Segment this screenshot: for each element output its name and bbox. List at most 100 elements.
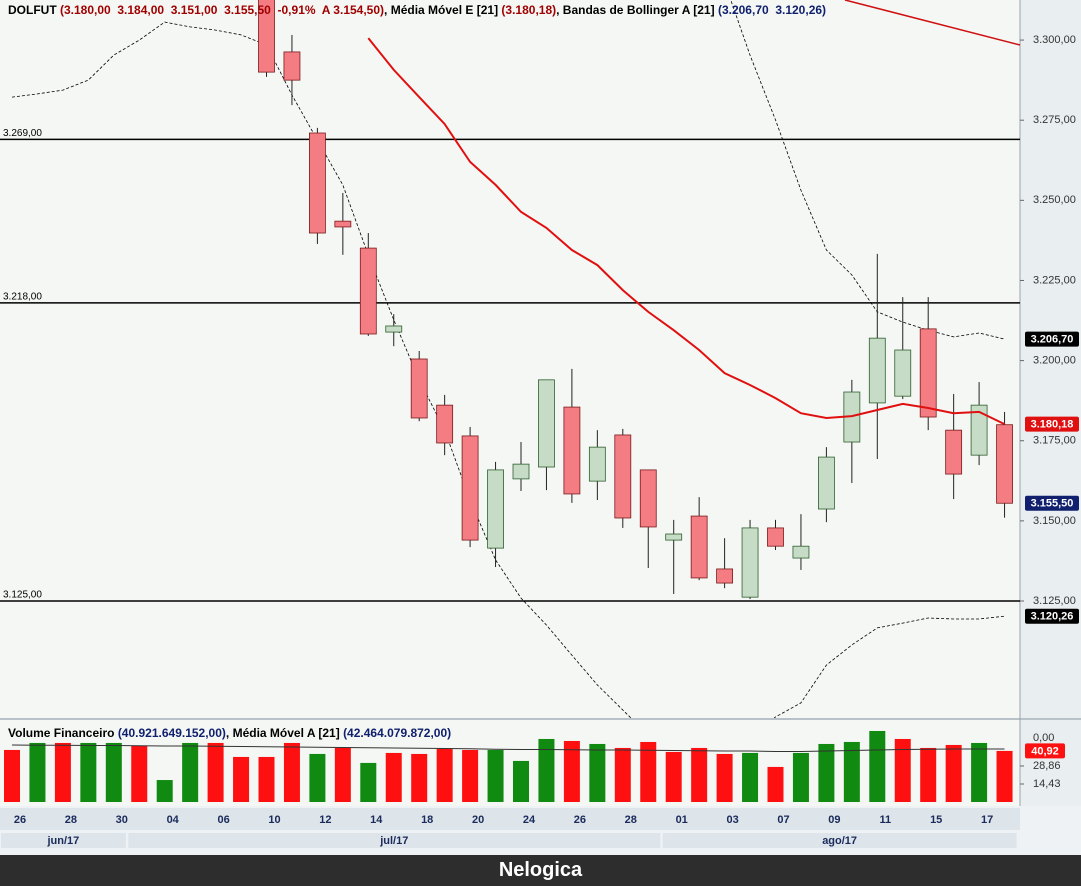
x-tick-label: 06 (217, 814, 229, 826)
x-tick-label: 20 (472, 814, 484, 826)
y-tick-label: 3.250,00 (1033, 194, 1076, 206)
candle-body (970, 404, 988, 456)
volume-bar (818, 743, 835, 802)
volume-bar (411, 753, 428, 802)
trend-line (844, 0, 1021, 46)
candle-body (919, 328, 937, 418)
y-tick-label: 3.125,00 (1033, 595, 1076, 607)
x-tick-label: 30 (116, 814, 128, 826)
volume-bar (691, 747, 708, 802)
candle-body (410, 358, 428, 419)
volume-bar (105, 742, 122, 802)
price-tag-label: 3.120,26 (1031, 611, 1074, 623)
volume-bar (563, 740, 580, 802)
x-tick-label: 26 (14, 814, 26, 826)
volume-bar (665, 751, 682, 802)
volume-bar (614, 747, 631, 802)
volume-bar (156, 780, 173, 802)
y-tick-label: 3.150,00 (1033, 515, 1076, 527)
x-tick-label: 17 (981, 814, 993, 826)
price-tag-label: 3.155,50 (1031, 498, 1074, 510)
candle-body (461, 435, 479, 541)
ema-line (367, 37, 1005, 426)
volume-bar (843, 741, 860, 802)
level-label: 3.218,00 (3, 292, 42, 303)
volume-bar (869, 730, 886, 802)
volume-bar (385, 752, 402, 802)
candle-body (588, 446, 606, 482)
symbol: DOLFUT (8, 3, 57, 17)
candle-body (894, 349, 912, 397)
month-cell (1, 833, 126, 848)
legend-bollinger: Bandas de Bollinger A [21] (562, 3, 715, 17)
quote: (3.180,00 3.184,00 3.151,00 3.155,50 -0,… (60, 3, 385, 17)
volume-bar (334, 747, 351, 802)
volume-bar (716, 753, 733, 802)
volume-bar (258, 756, 275, 802)
candle-body (665, 533, 683, 541)
panel-separator (0, 718, 1081, 720)
candle-body (792, 545, 810, 559)
x-tick-label: 26 (574, 814, 586, 826)
volume-bar (538, 738, 555, 802)
volume-bar (742, 752, 759, 802)
volume-bar (894, 738, 911, 802)
y-tick-label: 3.275,00 (1033, 114, 1076, 126)
month-cell (128, 833, 661, 848)
candle-body (767, 527, 784, 547)
price-plot: 3.269,00 3.218,00 3.125,00 (0, 0, 1020, 718)
candle-body (639, 469, 657, 528)
y-tick-label: 3.225,00 (1033, 274, 1076, 286)
bollinger-lower (11, 21, 1005, 718)
candle-body (258, 0, 275, 73)
volume-value: (40.921.649.152,00) (117, 726, 226, 740)
candle-body (385, 325, 403, 333)
volume-tag (1025, 743, 1065, 759)
volume-bar (80, 742, 97, 802)
volume-plot (4, 730, 1013, 802)
volume-header: Volume Financeiro (40.921.649.152,00), M… (8, 726, 452, 740)
bollinger-upper (730, 0, 1005, 340)
level-label: 3.269,00 (3, 128, 42, 139)
candle-body (716, 568, 733, 584)
price-tag (1025, 608, 1079, 624)
volume-bar (945, 744, 962, 802)
x-tick-label: 04 (167, 814, 180, 826)
volume-bar (131, 745, 148, 802)
volume-bar (462, 749, 479, 802)
volume-bar (233, 756, 250, 802)
volume-bar (207, 742, 224, 802)
footer-brand: Nelogica (0, 855, 1081, 886)
price-tag-label: 3.206,70 (1031, 334, 1074, 346)
price-panel (0, 0, 1020, 718)
x-tick-label: 18 (421, 814, 433, 826)
candle-body (283, 51, 301, 81)
legend-ema: Média Móvel E [21] (390, 3, 499, 17)
y-tick-label: 3.300,00 (1033, 34, 1076, 46)
x-tick-label: 12 (319, 814, 331, 826)
volume-title: Volume Financeiro (8, 726, 115, 740)
candle-body (359, 247, 377, 335)
x-tick-label: 09 (828, 814, 840, 826)
volume-bar (54, 742, 71, 802)
x-tick-label: 28 (65, 814, 77, 826)
y-tick-label: 3.200,00 (1033, 355, 1076, 367)
price-axis-area (1020, 0, 1081, 806)
x-tick-label: 10 (268, 814, 280, 826)
volume-bar (29, 742, 46, 802)
volume-top-label: 0,00 (1033, 732, 1054, 744)
chart: 3.269,00 3.218,00 3.125,00 3.125,00 3.150,00… (0, 0, 1081, 848)
x-tick-label: 14 (370, 814, 383, 826)
y-tick-label: 14,43 (1033, 778, 1061, 790)
price-tag-label: 3.180,18 (1031, 419, 1074, 431)
price-header: DOLFUT (3.180,00 3.184,00 3.151,00 3.155… (8, 3, 827, 17)
candle-body (614, 434, 632, 519)
legend-ema-value: (3.180,18) (501, 3, 557, 17)
volume-bar (920, 747, 937, 802)
price-tag (1025, 416, 1079, 432)
candle-body (436, 404, 454, 444)
candle-body (741, 527, 759, 598)
x-tick-label: 24 (523, 814, 536, 826)
candle-body (563, 406, 581, 495)
